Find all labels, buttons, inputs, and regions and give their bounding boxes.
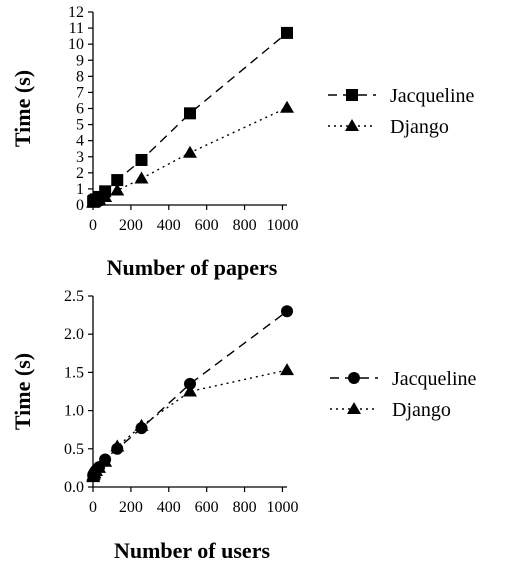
legend-label-django: Django: [390, 116, 449, 138]
x-axis-title: Number of users: [114, 538, 270, 563]
data-point-jacqueline: [184, 377, 196, 390]
y-tick-label: 2: [76, 165, 84, 182]
y-tick-label: 1.5: [64, 364, 84, 381]
x-tick-label: 800: [233, 499, 257, 516]
data-point-jacqueline: [184, 107, 196, 120]
legend-label-django: Django: [392, 399, 451, 421]
y-tick-label: 7: [76, 84, 84, 101]
y-tick-label: 4: [76, 133, 84, 150]
data-point-django: [110, 439, 125, 452]
x-tick-label: 600: [195, 499, 219, 516]
legend-label-jacqueline: Jacqueline: [390, 85, 475, 107]
y-tick-label: 1.0: [64, 403, 84, 420]
data-point-django: [134, 171, 149, 184]
x-tick-label: 1000: [266, 217, 298, 234]
data-point-jacqueline: [135, 153, 148, 166]
x-tick-label: 200: [119, 499, 143, 516]
data-point-django: [98, 189, 113, 202]
data-point-django: [134, 418, 149, 431]
x-tick-label: 0: [89, 217, 97, 234]
y-tick-label: 9: [76, 52, 84, 69]
data-point-django: [92, 460, 107, 473]
x-tick-label: 400: [157, 499, 181, 516]
y-tick-label: 0: [76, 197, 84, 214]
x-tick-label: 200: [119, 217, 143, 234]
x-tick-label: 0: [89, 499, 97, 516]
chart-users: 0.0 0.5 1.0 1.5 2.0 2.5 0 200 400 600 800 1000 Numbe…: [10, 288, 477, 563]
data-point-django: [98, 454, 113, 467]
y-tick-label: 0.0: [64, 479, 84, 496]
y-tick-label: 2.5: [64, 288, 84, 305]
data-point-django: [280, 363, 294, 376]
y-tick-label: 11: [69, 20, 84, 37]
series-line-django: [92, 369, 288, 478]
data-point-jacqueline: [281, 305, 293, 318]
data-point-django: [280, 100, 294, 113]
y-tick-label: 6: [76, 101, 84, 118]
data-point-django: [110, 183, 125, 196]
y-axis-title: Time (s): [10, 353, 35, 430]
data-point-django: [183, 384, 197, 397]
y-tick-label: 10: [68, 36, 84, 53]
y-tick-label: 5: [76, 117, 84, 134]
x-tick-label: 1000: [266, 499, 298, 516]
y-axis-title: Time (s): [10, 70, 35, 147]
x-axis-title: Number of papers: [107, 255, 278, 280]
x-tick-label: 600: [195, 217, 219, 234]
y-tick-label: 1: [76, 181, 84, 198]
y-tick-label: 3: [76, 149, 84, 166]
data-point-jacqueline: [281, 26, 293, 39]
legend-marker-django: [347, 402, 361, 414]
data-point-jacqueline: [111, 174, 124, 187]
x-tick-label: 400: [157, 217, 181, 234]
y-tick-label: 12: [68, 4, 84, 21]
legend-marker-jacqueline: [346, 89, 358, 101]
legend-marker-django: [345, 119, 359, 131]
y-tick-label: 2.0: [64, 326, 84, 343]
y-tick-label: 8: [76, 68, 84, 85]
legend-marker-jacqueline: [348, 372, 360, 384]
legend-label-jacqueline: Jacqueline: [392, 368, 477, 390]
x-tick-label: 800: [233, 217, 257, 234]
y-tick-label: 0.5: [64, 441, 84, 458]
data-point-django: [183, 145, 197, 158]
